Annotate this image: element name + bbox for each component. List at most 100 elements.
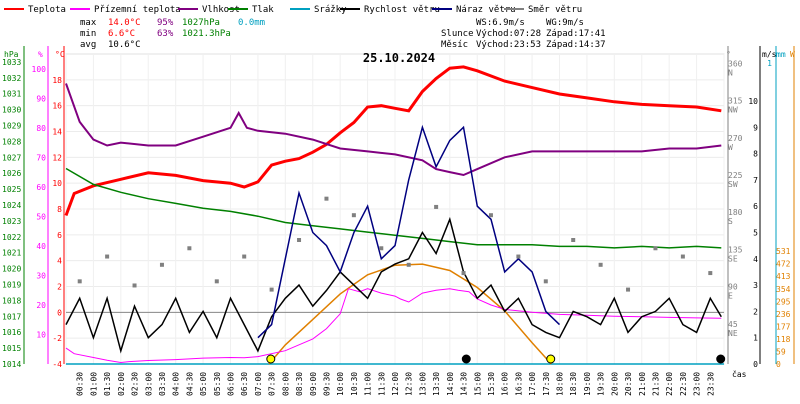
wind-dir-point xyxy=(543,279,548,284)
solar-tick: 59 xyxy=(776,347,786,356)
pct-tick: 100 xyxy=(32,65,47,74)
pct-tick: 80 xyxy=(36,124,46,133)
x-tick: 05:00 xyxy=(199,372,208,396)
wind-tick: 5 xyxy=(753,229,758,238)
x-tick: 06:30 xyxy=(240,372,249,396)
hpa-tick: 1026 xyxy=(2,169,21,178)
x-tick: 14:30 xyxy=(460,372,469,396)
x-tick: 16:00 xyxy=(501,372,510,396)
x-tick: 16:30 xyxy=(514,372,523,396)
pct-tick: 40 xyxy=(36,242,46,251)
x-tick: 14:00 xyxy=(446,372,455,396)
hpa-tick: 1017 xyxy=(2,312,21,321)
stat-min-label: min xyxy=(80,29,96,39)
hpa-tick: 1014 xyxy=(2,360,21,369)
x-tick: 08:00 xyxy=(281,372,290,396)
chart-title: 25.10.2024 xyxy=(363,51,435,65)
solar-tick: 413 xyxy=(776,272,791,281)
dir-tick: 135 xyxy=(728,245,743,254)
pct-tick: 30 xyxy=(36,271,46,280)
wind-dir-point xyxy=(77,279,82,284)
x-tick: 11:30 xyxy=(377,372,386,396)
sun-rise: Východ:07:28 xyxy=(476,29,541,39)
x-tick: 11:00 xyxy=(364,372,373,396)
wind-dir-point xyxy=(297,238,302,242)
solar-tick: 295 xyxy=(776,297,791,306)
wind-tick: 3 xyxy=(753,281,758,290)
series-solar-line xyxy=(268,263,552,365)
hpa-tick: 1028 xyxy=(2,137,21,146)
stat-max-pres: 1027hPa xyxy=(182,18,220,28)
hpa-tick: 1024 xyxy=(2,201,21,210)
moon-set: Západ:14:37 xyxy=(546,40,606,50)
x-tick: 10:00 xyxy=(336,372,345,396)
temp-tick: 14 xyxy=(52,128,62,137)
temp-unit: °C xyxy=(55,50,65,59)
stat-max-label: max xyxy=(80,18,97,28)
dir-tick: 315 xyxy=(728,97,743,106)
x-tick: 17:00 xyxy=(528,372,537,396)
temp-tick: 12 xyxy=(52,153,62,162)
moonset-marker xyxy=(461,354,471,364)
x-tick: 15:30 xyxy=(487,372,496,396)
legend-label: Vlhkost xyxy=(202,5,240,15)
sun-set: Západ:17:41 xyxy=(546,29,606,39)
x-tick: 08:30 xyxy=(295,372,304,396)
temp-tick: 8 xyxy=(57,205,62,214)
solar-tick: 0 xyxy=(776,360,781,369)
moon-rise: Východ:23:53 xyxy=(476,40,541,50)
stat-avg-temp: 10.6°C xyxy=(108,40,141,50)
stat-max-temp: 14.0°C xyxy=(108,18,141,28)
legend-label: Srážky xyxy=(314,5,347,15)
dir-label: SE xyxy=(728,254,738,263)
dir-tick: 180 xyxy=(728,208,743,217)
wind-dir-point xyxy=(269,287,274,292)
wind-dir-point xyxy=(434,204,439,209)
x-tick: 19:30 xyxy=(597,372,606,396)
dir-tick: 90 xyxy=(728,283,738,292)
solar-tick: 236 xyxy=(776,310,791,319)
y-axes: hPa% °C ° m/s mm W110331032103110301029102810… xyxy=(2,46,795,369)
wind-dir-point xyxy=(598,262,603,267)
legend-label: Náraz větru xyxy=(456,5,516,15)
series-teplota-line xyxy=(64,65,722,217)
hpa-tick: 1032 xyxy=(2,74,21,83)
temp-tick: 6 xyxy=(57,231,62,240)
hpa-unit: hPa xyxy=(4,50,19,59)
wind-tick: 1 xyxy=(753,334,758,343)
x-tick: 18:00 xyxy=(556,372,565,396)
wind-tick: 4 xyxy=(753,255,758,264)
hpa-tick: 1015 xyxy=(2,344,21,353)
solar-tick: 472 xyxy=(776,260,791,269)
x-tick: 23:30 xyxy=(706,372,715,396)
x-tick: 03:00 xyxy=(144,372,153,396)
wind-dir-point xyxy=(242,254,247,259)
hpa-tick: 1029 xyxy=(2,122,21,131)
series-rychlost-v-tru-line xyxy=(65,216,722,354)
stat-max-rain: 0.0mm xyxy=(238,18,265,28)
wind-speed-info: WS:6.9m/s xyxy=(476,18,525,28)
series-p-zemn-teplota-line xyxy=(65,288,722,364)
dir-tick: 270 xyxy=(728,134,743,143)
wind-dir-point xyxy=(379,246,384,251)
dir-tick: 225 xyxy=(728,171,743,180)
pct-tick: 20 xyxy=(36,301,46,310)
plot-area xyxy=(64,65,726,365)
wind-dir-point xyxy=(680,254,685,259)
x-tick: 20:30 xyxy=(624,372,633,396)
dir-tick: 360 xyxy=(728,59,743,68)
hpa-tick: 1021 xyxy=(2,249,21,258)
solar-tick: 177 xyxy=(776,322,791,331)
sunset-marker xyxy=(546,354,556,364)
wind-dir-point xyxy=(324,196,329,201)
stat-max-hum: 95% xyxy=(157,18,174,28)
pct-tick: 60 xyxy=(36,183,46,192)
hpa-tick: 1018 xyxy=(2,296,21,305)
legend-label: Směr větru xyxy=(528,5,582,15)
wind-unit: m/s xyxy=(762,50,777,59)
wind-tick: 6 xyxy=(753,202,758,211)
dir-label: W xyxy=(728,143,733,152)
x-tick: 12:00 xyxy=(391,372,400,396)
x-tick: 15:00 xyxy=(473,372,482,396)
